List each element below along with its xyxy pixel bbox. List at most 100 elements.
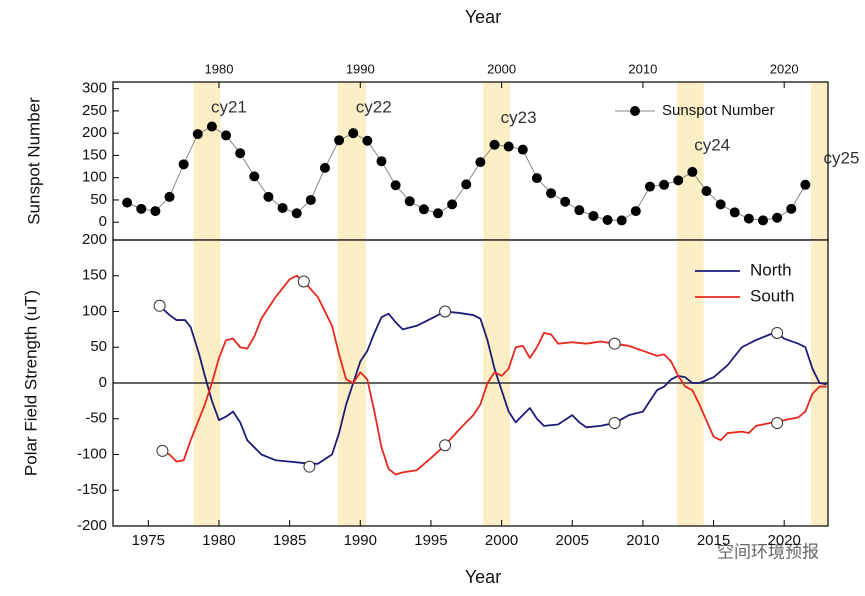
sunspot-dot xyxy=(644,181,655,192)
field-marker xyxy=(303,460,316,473)
field-marker xyxy=(439,305,452,318)
field-line xyxy=(159,305,827,465)
y-tick-label: 100 xyxy=(82,302,107,319)
x-tick-label: 1980 xyxy=(202,532,235,549)
legend-label: South xyxy=(750,286,794,305)
field-line xyxy=(162,274,827,476)
sunspot-dot xyxy=(334,135,345,146)
sunspot-dot xyxy=(800,179,811,190)
y-axis-label: Sunspot Number xyxy=(24,97,43,225)
field-marker xyxy=(771,417,784,430)
x-tick-label: 2020 xyxy=(768,532,801,549)
sunspot-dot xyxy=(772,212,783,223)
field-marker xyxy=(608,417,621,430)
sunspot-dot xyxy=(475,157,486,168)
sunspot-dot xyxy=(263,191,274,202)
sunspot-dot xyxy=(758,215,768,226)
y-tick-label: 50 xyxy=(90,191,107,208)
sunspot-dot xyxy=(588,210,599,221)
sunspot-dot xyxy=(122,197,133,208)
cycle-label: cy22 xyxy=(356,97,392,116)
y-tick-label: 50 xyxy=(90,338,107,355)
field-marker xyxy=(153,299,166,312)
cycle-band xyxy=(811,82,828,240)
sunspot-dot xyxy=(715,199,726,210)
sunspot-dot xyxy=(616,215,627,226)
sunspot-dot xyxy=(433,208,443,219)
y-tick-label: 0 xyxy=(99,374,107,391)
y-tick-label: 200 xyxy=(82,124,107,141)
y-tick-label: 250 xyxy=(82,102,107,119)
sunspot-dot xyxy=(729,207,740,218)
sunspot-dot xyxy=(447,199,458,210)
y-axis-label: Polar Field Strength (uT) xyxy=(21,290,40,476)
x-tick-label: 2010 xyxy=(626,532,659,549)
sunspot-dot xyxy=(461,179,472,190)
sunspot-dot xyxy=(743,213,754,224)
sunspot-dot xyxy=(291,208,302,219)
field-marker xyxy=(156,444,169,457)
sunspot-dot xyxy=(235,148,246,159)
x-tick-label: 1990 xyxy=(346,61,375,76)
field-marker xyxy=(439,439,452,452)
cycle-label: cy23 xyxy=(501,108,537,127)
y-tick-label: 300 xyxy=(82,80,107,97)
sunspot-dot xyxy=(517,144,528,155)
x-tick-label: 2005 xyxy=(556,532,589,549)
sunspot-dot xyxy=(630,206,641,217)
y-tick-label: 0 xyxy=(99,213,107,230)
cycle-band xyxy=(337,82,366,240)
sunspot-dot xyxy=(701,186,712,197)
x-tick-label: 1985 xyxy=(273,532,306,549)
x-tick-label: 2020 xyxy=(770,61,799,76)
x-tick-label: 1980 xyxy=(205,61,234,76)
watermark: 空间环境预报 xyxy=(717,542,819,561)
legend-dot xyxy=(630,106,640,116)
sunspot-dot xyxy=(786,203,797,214)
sunspot-dot xyxy=(659,179,670,190)
x-tick-label: 1990 xyxy=(344,532,377,549)
x-tick-label: 2000 xyxy=(485,532,518,549)
sunspot-dot xyxy=(390,180,401,191)
sunspot-dot xyxy=(376,156,387,167)
x-axis-label: Year xyxy=(465,7,501,27)
sunspot-dot xyxy=(136,203,147,214)
y-tick-label: 200 xyxy=(82,231,107,248)
field-marker xyxy=(608,337,621,350)
y-tick-label: 150 xyxy=(82,267,107,284)
cycle-label: cy21 xyxy=(211,97,247,116)
y-tick-label: -50 xyxy=(85,410,107,427)
y-tick-label: -150 xyxy=(77,481,107,498)
cycle-label: cy25 xyxy=(824,148,860,167)
field-marker xyxy=(771,326,784,339)
x-axis-label: Year xyxy=(465,567,501,587)
sunspot-dot xyxy=(178,159,189,170)
sunspot-dot xyxy=(531,173,542,184)
x-tick-label: 2000 xyxy=(487,61,516,76)
legend-label: Sunspot Number xyxy=(662,102,775,119)
x-tick-label: 1975 xyxy=(132,532,165,549)
sunspot-dot xyxy=(489,139,500,150)
sunspot-dot xyxy=(305,194,316,205)
y-tick-label: -200 xyxy=(77,517,107,534)
cycle-label: cy24 xyxy=(694,135,730,154)
sunspot-dot xyxy=(418,204,429,215)
sunspot-dot xyxy=(319,162,330,173)
sunspot-dot xyxy=(221,130,232,141)
sunspot-dot xyxy=(249,171,260,182)
legend-label: North xyxy=(750,260,792,279)
x-tick-label: 1995 xyxy=(414,532,447,549)
y-tick-label: 150 xyxy=(82,146,107,163)
sunspot-dot xyxy=(362,135,373,146)
sunspot-dot xyxy=(192,129,203,140)
sunspot-dot xyxy=(164,191,175,202)
cycle-band xyxy=(193,82,221,240)
sunspot-dot xyxy=(206,121,217,132)
cycle-band xyxy=(483,82,511,240)
x-tick-label: 2010 xyxy=(628,61,657,76)
y-tick-label: 100 xyxy=(82,169,107,186)
sunspot-dot xyxy=(673,175,684,186)
sunspot-dot xyxy=(560,196,571,207)
field-marker xyxy=(297,275,310,288)
